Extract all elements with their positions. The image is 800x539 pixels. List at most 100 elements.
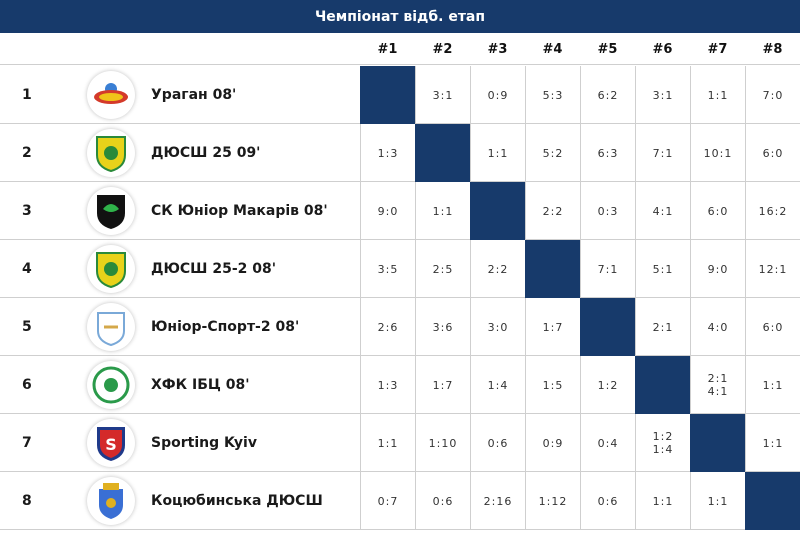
score-cell: 0:6 bbox=[470, 414, 525, 472]
score-cell: 1:7 bbox=[415, 356, 470, 414]
score-cell: 6:0 bbox=[690, 182, 745, 240]
score-value: 7:1 bbox=[597, 262, 619, 276]
junior-makariv-logo bbox=[87, 187, 135, 235]
score-cell: 3:5 bbox=[360, 240, 415, 298]
position-number: 3 bbox=[22, 203, 32, 219]
score-value: 1:1 bbox=[707, 88, 729, 102]
team-name[interactable]: Юніор-Спорт-2 08' bbox=[151, 319, 300, 335]
score-cell: 0:4 bbox=[580, 414, 635, 472]
team-name[interactable]: ДЮСШ 25-2 08' bbox=[151, 261, 277, 277]
score-value: 6:0 bbox=[762, 320, 784, 334]
score-cell: 1:2 1:4 bbox=[635, 414, 690, 472]
score-value: 1:4 bbox=[487, 378, 509, 392]
score-cell: 1:1 bbox=[690, 472, 745, 530]
score-value: 6:3 bbox=[597, 146, 619, 160]
score-value: 1:1 bbox=[487, 146, 509, 160]
score-value: 2:6 bbox=[377, 320, 399, 334]
score-value: 9:0 bbox=[377, 204, 399, 218]
score-value: 0:6 bbox=[487, 436, 509, 450]
score-value: 1:1 bbox=[652, 494, 674, 508]
score-cell: 3:1 bbox=[635, 66, 690, 124]
score-cell: 1:1 bbox=[635, 472, 690, 530]
kotsiubynska-logo bbox=[87, 477, 135, 525]
score-value: 1:7 bbox=[432, 378, 454, 392]
table-title: Чемпіонат відб. етап bbox=[0, 0, 800, 33]
score-cell: 1:3 bbox=[360, 124, 415, 182]
score-cell: 6:0 bbox=[745, 298, 800, 356]
score-cell: 1:1 bbox=[470, 124, 525, 182]
score-value: 2:2 bbox=[542, 204, 564, 218]
score-value: 6:0 bbox=[762, 146, 784, 160]
score-cell: 0:3 bbox=[580, 182, 635, 240]
score-value: 4:1 bbox=[652, 204, 674, 218]
score-cell: 2:6 bbox=[360, 298, 415, 356]
position-number: 2 bbox=[22, 145, 32, 161]
score-cell: 0:6 bbox=[415, 472, 470, 530]
score-cell: 1:2 bbox=[580, 356, 635, 414]
column-header-4: #4 bbox=[542, 41, 563, 57]
table-row: 2 ДЮСШ 25 09' 1:3 1:1 5:2 6:3 7:1 10:1 6:0 bbox=[0, 124, 800, 182]
score-cell: 2:5 bbox=[415, 240, 470, 298]
score-cell: 1:12 bbox=[525, 472, 580, 530]
score-value: 0:7 bbox=[377, 494, 399, 508]
score-cell: 5:3 bbox=[525, 66, 580, 124]
sporting-kyiv-logo: S bbox=[87, 419, 135, 467]
diagonal-cell bbox=[690, 414, 745, 472]
score-value: 5:1 bbox=[652, 262, 674, 276]
hfk-ibc-logo bbox=[87, 361, 135, 409]
score-value: 0:4 bbox=[597, 436, 619, 450]
score-value: 6:0 bbox=[707, 204, 729, 218]
column-header-7: #7 bbox=[707, 41, 728, 57]
svg-text:S: S bbox=[105, 435, 117, 454]
score-cell: 5:1 bbox=[635, 240, 690, 298]
table-row: 3 СК Юніор Макарів 08' 9:0 1:1 2:2 0:3 4:1 6:0 1… bbox=[0, 182, 800, 240]
score-cell: 1:3 bbox=[360, 356, 415, 414]
score-value: 16:2 bbox=[758, 204, 788, 218]
table-row: 4 ДЮСШ 25-2 08' 3:5 2:5 2:2 7:1 5:1 9:0 12:1 bbox=[0, 240, 800, 298]
score-cell: 7:0 bbox=[745, 66, 800, 124]
score-value: 1:2 bbox=[597, 378, 619, 392]
score-value: 2:2 bbox=[487, 262, 509, 276]
score-value: 6:2 bbox=[597, 88, 619, 102]
score-value: 2:16 bbox=[483, 494, 513, 508]
team-name[interactable]: Ураган 08' bbox=[151, 87, 237, 103]
junior-sport-logo bbox=[87, 303, 135, 351]
diagonal-cell bbox=[415, 124, 470, 182]
team-name[interactable]: СК Юніор Макарів 08' bbox=[151, 203, 328, 219]
score-value: 2:1 bbox=[707, 372, 729, 385]
team-name[interactable]: ХФК ІБЦ 08' bbox=[151, 377, 250, 393]
position-number: 8 bbox=[22, 493, 32, 509]
score-cell: 12:1 bbox=[745, 240, 800, 298]
score-cell: 1:1 bbox=[745, 414, 800, 472]
column-header-8: #8 bbox=[762, 41, 783, 57]
diagonal-cell bbox=[470, 182, 525, 240]
position-number: 4 bbox=[22, 261, 32, 277]
score-value: 1:4 bbox=[652, 443, 674, 456]
score-value: 1:10 bbox=[428, 436, 458, 450]
uragan-logo bbox=[87, 71, 135, 119]
score-value: 1:3 bbox=[377, 378, 399, 392]
score-cell: 1:1 bbox=[690, 66, 745, 124]
score-value: 0:6 bbox=[597, 494, 619, 508]
table-row: 7 S Sporting Kyiv 1:1 1:10 0:6 0:9 0:4 1:2 1:4 1:1 bbox=[0, 414, 800, 472]
score-value: 10:1 bbox=[703, 146, 733, 160]
score-cell: 2:16 bbox=[470, 472, 525, 530]
score-cell: 10:1 bbox=[690, 124, 745, 182]
score-value: 7:0 bbox=[762, 88, 784, 102]
score-value: 1:5 bbox=[542, 378, 564, 392]
team-name[interactable]: Sporting Kyiv bbox=[151, 435, 257, 451]
score-cell: 2:1 4:1 bbox=[690, 356, 745, 414]
score-cell: 2:2 bbox=[470, 240, 525, 298]
score-cell: 7:1 bbox=[580, 240, 635, 298]
score-value: 1:1 bbox=[762, 436, 784, 450]
score-cell: 16:2 bbox=[745, 182, 800, 240]
diagonal-cell bbox=[360, 66, 415, 124]
score-value: 3:5 bbox=[377, 262, 399, 276]
score-value: 1:1 bbox=[707, 494, 729, 508]
standings-grid: #1 #2 #3 #4 #5 #6 #7 #8 1 Ураган 08' 3:1 0:9 5:3 6:2… bbox=[0, 33, 800, 539]
team-name[interactable]: Коцюбинська ДЮСШ bbox=[151, 493, 323, 509]
score-cell: 1:10 bbox=[415, 414, 470, 472]
team-name[interactable]: ДЮСШ 25 09' bbox=[151, 145, 261, 161]
diagonal-cell bbox=[635, 356, 690, 414]
score-value: 3:1 bbox=[432, 88, 454, 102]
